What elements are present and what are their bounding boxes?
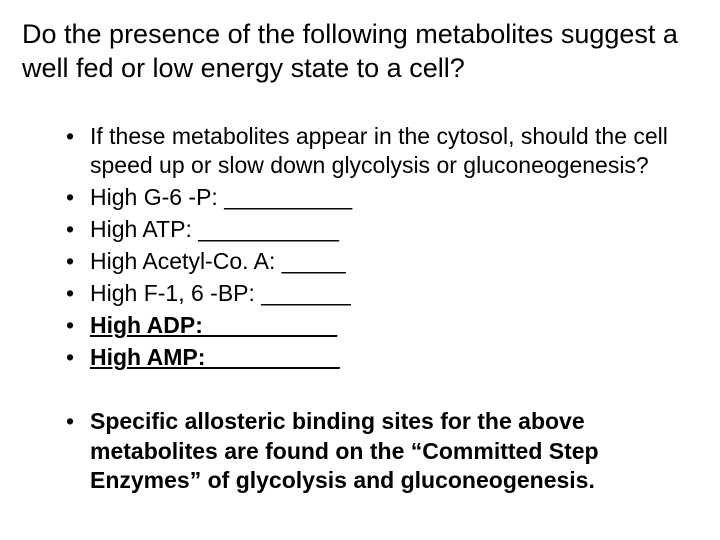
- list-item-text: If these metabolites appear in the cytos…: [90, 123, 668, 179]
- list-item: High Acetyl-Co. A: _____: [66, 247, 698, 277]
- spacer: [22, 375, 698, 407]
- list-item-text: High ADP: __________: [90, 312, 337, 338]
- bullet-list-footer: Specific allosteric binding sites for th…: [22, 407, 698, 497]
- list-item-text: High F-1, 6 -BP: _______: [90, 280, 351, 306]
- list-item-text: Specific allosteric binding sites for th…: [90, 408, 599, 494]
- list-item: High F-1, 6 -BP: _______: [66, 279, 698, 309]
- list-item: High G-6 -P: __________: [66, 183, 698, 213]
- list-item-text: High ATP: ___________: [90, 216, 339, 242]
- list-item: High AMP: __________: [66, 343, 698, 373]
- list-item: High ATP: ___________: [66, 215, 698, 245]
- list-item-text: High AMP: __________: [90, 344, 340, 370]
- bullet-list-main: If these metabolites appear in the cytos…: [22, 122, 698, 373]
- slide-title: Do the presence of the following metabol…: [22, 18, 698, 86]
- list-item-text: High Acetyl-Co. A: _____: [90, 248, 346, 274]
- slide: Do the presence of the following metabol…: [0, 0, 720, 540]
- list-item: High ADP: __________: [66, 311, 698, 341]
- list-item: If these metabolites appear in the cytos…: [66, 122, 698, 182]
- list-item-text: High G-6 -P: __________: [90, 184, 352, 210]
- list-item: Specific allosteric binding sites for th…: [66, 407, 698, 497]
